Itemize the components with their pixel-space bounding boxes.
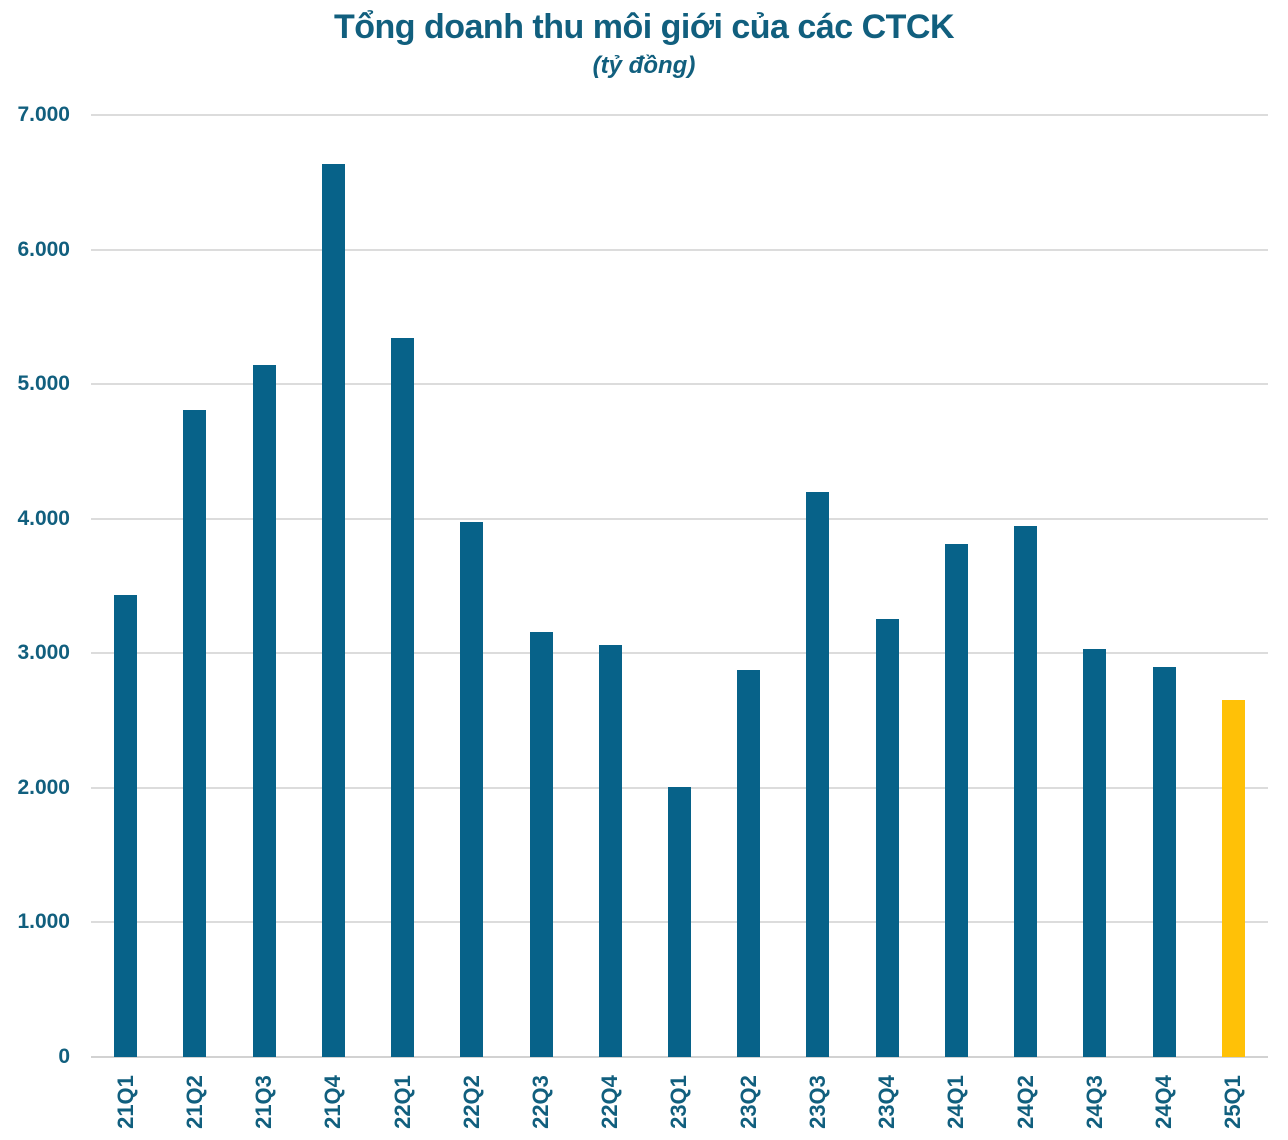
bar-slot-23Q4: 23Q4: [853, 115, 922, 1129]
x-axis-line: [91, 1056, 1268, 1058]
bar-21Q1: [114, 594, 138, 1057]
bar-22Q1: [391, 338, 415, 1057]
gridline: [91, 383, 1268, 386]
x-axis-label-24Q2: 24Q2: [1012, 1075, 1038, 1129]
bar-22Q3: [529, 632, 553, 1057]
bar-24Q2: [1014, 526, 1038, 1057]
bar-slot-23Q1: 23Q1: [645, 115, 714, 1129]
bar-slot-21Q2: 21Q2: [160, 115, 229, 1129]
bar-21Q2: [183, 409, 207, 1057]
x-axis-label-21Q2: 21Q2: [181, 1075, 207, 1129]
y-axis-tick-label: 7.000: [17, 103, 70, 126]
bar-slot-22Q3: 22Q3: [506, 115, 575, 1129]
bar-24Q4: [1152, 667, 1176, 1057]
bar-slot-24Q3: 24Q3: [1060, 115, 1129, 1129]
x-axis-label-22Q1: 22Q1: [389, 1075, 415, 1129]
chart-title: Tổng doanh thu môi giới của các CTCK: [333, 8, 955, 46]
gridline: [91, 652, 1268, 655]
bar-slot-23Q3: 23Q3: [783, 115, 852, 1129]
bar-series: 21Q1 21Q2 21Q3 21Q4 22Q1 22Q2 22Q3 22Q4 23Q1 23Q2…: [91, 115, 1268, 1129]
bar-23Q4: [875, 618, 899, 1057]
bar-slot-24Q1: 24Q1: [922, 115, 991, 1129]
bar-slot-24Q4: 24Q4: [1130, 115, 1199, 1129]
bar-23Q3: [806, 491, 830, 1057]
bar-21Q4: [321, 164, 345, 1057]
bar-23Q2: [737, 670, 761, 1057]
x-axis-label-23Q2: 23Q2: [735, 1075, 761, 1129]
x-axis-label-21Q1: 21Q1: [112, 1075, 138, 1129]
bar-slot-22Q4: 22Q4: [576, 115, 645, 1129]
x-axis-label-23Q3: 23Q3: [804, 1075, 830, 1129]
x-axis-label-23Q4: 23Q4: [874, 1075, 900, 1129]
bar-21Q3: [252, 364, 276, 1057]
x-axis-label-24Q1: 24Q1: [943, 1075, 969, 1129]
x-axis-label-22Q4: 22Q4: [597, 1075, 623, 1129]
x-axis-label-21Q3: 21Q3: [251, 1075, 277, 1129]
gridline: [91, 517, 1268, 520]
bar-slot-21Q3: 21Q3: [229, 115, 298, 1129]
bar-24Q1: [944, 543, 968, 1057]
bar-23Q1: [667, 787, 691, 1057]
plot-area: 21Q1 21Q2 21Q3 21Q4 22Q1 22Q2 22Q3 22Q4 23Q1 23Q2…: [91, 114, 1268, 1129]
bar-slot-25Q1: 25Q1: [1199, 115, 1268, 1129]
bar-slot-22Q2: 22Q2: [437, 115, 506, 1129]
bar-24Q3: [1083, 649, 1107, 1057]
x-axis-label-25Q1: 25Q1: [1220, 1075, 1246, 1129]
y-axis-tick-label: 4.000: [17, 506, 70, 530]
y-axis-labels: 7.000 6.000 5.000 4.000 3.000 2.000 1.000 0: [0, 103, 70, 1068]
bar-25Q1: [1221, 700, 1245, 1057]
bar-slot-21Q1: 21Q1: [91, 115, 160, 1129]
gridline: [91, 114, 1268, 116]
y-axis-tick-label: 6.000: [17, 237, 70, 261]
y-axis-tick-label: 3.000: [17, 641, 70, 665]
y-axis-tick-label: 5.000: [17, 372, 70, 396]
x-axis-label-22Q3: 22Q3: [528, 1075, 554, 1129]
bar-22Q2: [460, 522, 484, 1057]
y-axis-tick-label: 0: [58, 1045, 70, 1068]
y-axis-tick-label: 1.000: [17, 910, 70, 934]
x-axis-label-21Q4: 21Q4: [320, 1075, 346, 1129]
bar-slot-21Q4: 21Q4: [299, 115, 368, 1129]
y-axis-tick-label: 2.000: [17, 775, 70, 799]
bar-slot-22Q1: 22Q1: [368, 115, 437, 1129]
gridline: [91, 248, 1268, 251]
bar-slot-24Q2: 24Q2: [991, 115, 1060, 1129]
x-axis-label-24Q3: 24Q3: [1081, 1075, 1107, 1129]
x-axis-label-23Q1: 23Q1: [666, 1075, 692, 1129]
x-axis-label-24Q4: 24Q4: [1151, 1075, 1177, 1129]
chart-subtitle: (tỷ đồng): [592, 52, 696, 79]
x-axis-label-22Q2: 22Q2: [458, 1075, 484, 1129]
bar-22Q4: [598, 645, 622, 1057]
bar-slot-23Q2: 23Q2: [714, 115, 783, 1129]
